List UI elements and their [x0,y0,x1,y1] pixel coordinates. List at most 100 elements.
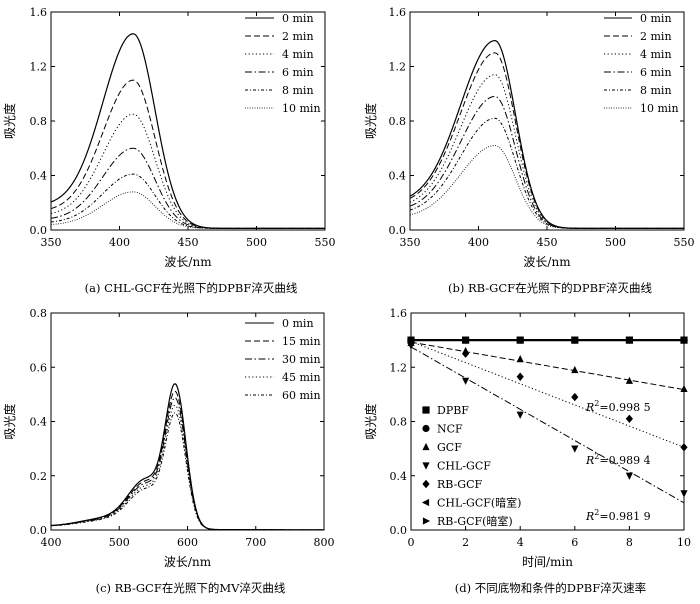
legend-marker [422,424,430,433]
x-tick-label: 0 [408,536,415,549]
series-line [50,191,325,229]
x-tick-label: 6 [571,536,578,549]
x-axis-label: 波长/nm [164,255,212,269]
data-point [626,336,634,344]
legend-label: 4 min [282,48,314,61]
legend-label: NCF [437,423,463,436]
r-symbol: R [585,510,594,523]
r-squared-superscript: 2 [594,399,599,408]
legend-marker [422,442,430,451]
r-squared-value: 0.981 9 [609,510,651,523]
y-tick-label: 0.0 [30,224,48,237]
y-tick-label: 0.8 [390,416,408,429]
legend-label: 10 min [640,102,679,115]
y-axis-label: 吸光度 [363,403,378,439]
legend-label: CHL-GCF(暗室) [437,496,521,510]
x-tick-label: 450 [178,236,199,249]
legend-label: 8 min [282,84,314,97]
r-squared-value: 0.998 5 [609,401,651,414]
x-axis-label: 波长/nm [164,555,212,569]
y-tick-label: 1.2 [389,61,407,74]
r-symbol: R [585,454,594,467]
data-point [571,365,579,374]
figure-caption: (b) RB-GCF在光照下的DPBF淬灭曲线 [448,281,653,295]
y-tick-label: 0.0 [30,524,48,537]
x-tick-label: 2 [462,536,469,549]
x-tick-label: 700 [245,536,266,549]
y-tick-label: 0.2 [30,470,48,483]
fit-line [410,346,685,504]
legend-label: CHL-GCF [437,460,491,473]
series-line [50,404,324,531]
data-point [680,384,688,393]
data-point [625,472,633,480]
y-axis-label: 吸光度 [363,103,378,139]
plot-frame [409,11,685,231]
equals-sign: = [599,401,608,414]
r-squared-annotation: R2=0.989 4 [585,452,651,467]
x-tick-label: 450 [537,236,558,249]
equals-sign: = [599,510,608,523]
y-tick-label: 0.8 [30,307,48,320]
y-tick-label: 1.6 [30,6,48,19]
legend-label: RB-GCF(暗室) [437,514,513,528]
x-tick-label: 400 [41,536,62,549]
legend-label: 2 min [282,30,314,43]
legend-label: DPBF [437,404,469,417]
x-axis-label: 波长/nm [523,255,571,269]
figure-caption: (c) RB-GCF在光照下的MV淬灭曲线 [96,581,286,595]
legend-label: 0 min [282,12,314,25]
x-tick-label: 350 [41,236,62,249]
legend-label: 30 min [282,353,321,366]
legend-label: RB-GCF [437,478,482,491]
series-line [409,145,684,229]
y-axis-label: 吸光度 [2,403,17,439]
x-tick-label: 500 [109,536,130,549]
legend-label: 60 min [282,389,321,402]
y-tick-label: 0.8 [30,115,48,128]
legend-marker [421,498,430,507]
data-point [516,372,524,381]
y-tick-label: 0.6 [30,361,48,374]
legend-label: 10 min [282,102,321,115]
x-tick-label: 600 [177,536,198,549]
legend-label: 6 min [640,66,672,79]
legend-marker [422,406,430,414]
data-point [680,336,689,344]
x-tick-label: 500 [605,236,626,249]
series-line [50,412,324,531]
x-tick-label: 800 [314,536,335,549]
chart-panel-0: 350 400 450 500 550 0.0 0.4 0.8 1.2 1.6 波长/nm 吸光度 (a… [2,6,336,295]
legend-marker [422,517,431,525]
legend-label: 45 min [282,371,321,384]
data-point [516,411,524,419]
data-point [571,392,579,402]
data-point [516,355,524,363]
x-tick-label: 4 [517,536,524,549]
y-tick-label: 0.4 [389,170,407,183]
r-squared-superscript: 2 [594,452,599,461]
legend-label: 6 min [282,66,314,79]
x-tick-label: 8 [626,536,633,549]
data-point [571,445,579,453]
chart-panel-2: 400 500 600 700 800 0.0 0.2 0.4 0.6 0.8 波长/nm 吸光度 (c… [2,307,335,595]
data-point [462,349,470,358]
x-tick-label: 400 [109,236,130,249]
r-squared-value: 0.989 4 [609,454,651,467]
r-symbol: R [585,401,594,414]
y-tick-label: 1.2 [30,61,48,74]
legend-label: 4 min [640,48,672,61]
fit-line [410,341,685,391]
data-point [462,336,470,344]
y-tick-label: 1.6 [390,307,408,320]
figure-caption: (a) CHL-GCF在光照下的DPBF淬灭曲线 [85,281,298,295]
legend-label: 8 min [640,84,672,97]
series-line [409,95,684,229]
y-axis-label: 吸光度 [2,103,17,139]
legend-label: 15 min [282,335,321,348]
data-point [571,336,579,344]
series-line [409,117,684,229]
equals-sign: = [599,454,608,467]
legend-marker [422,479,430,489]
x-tick-label: 550 [315,236,336,249]
